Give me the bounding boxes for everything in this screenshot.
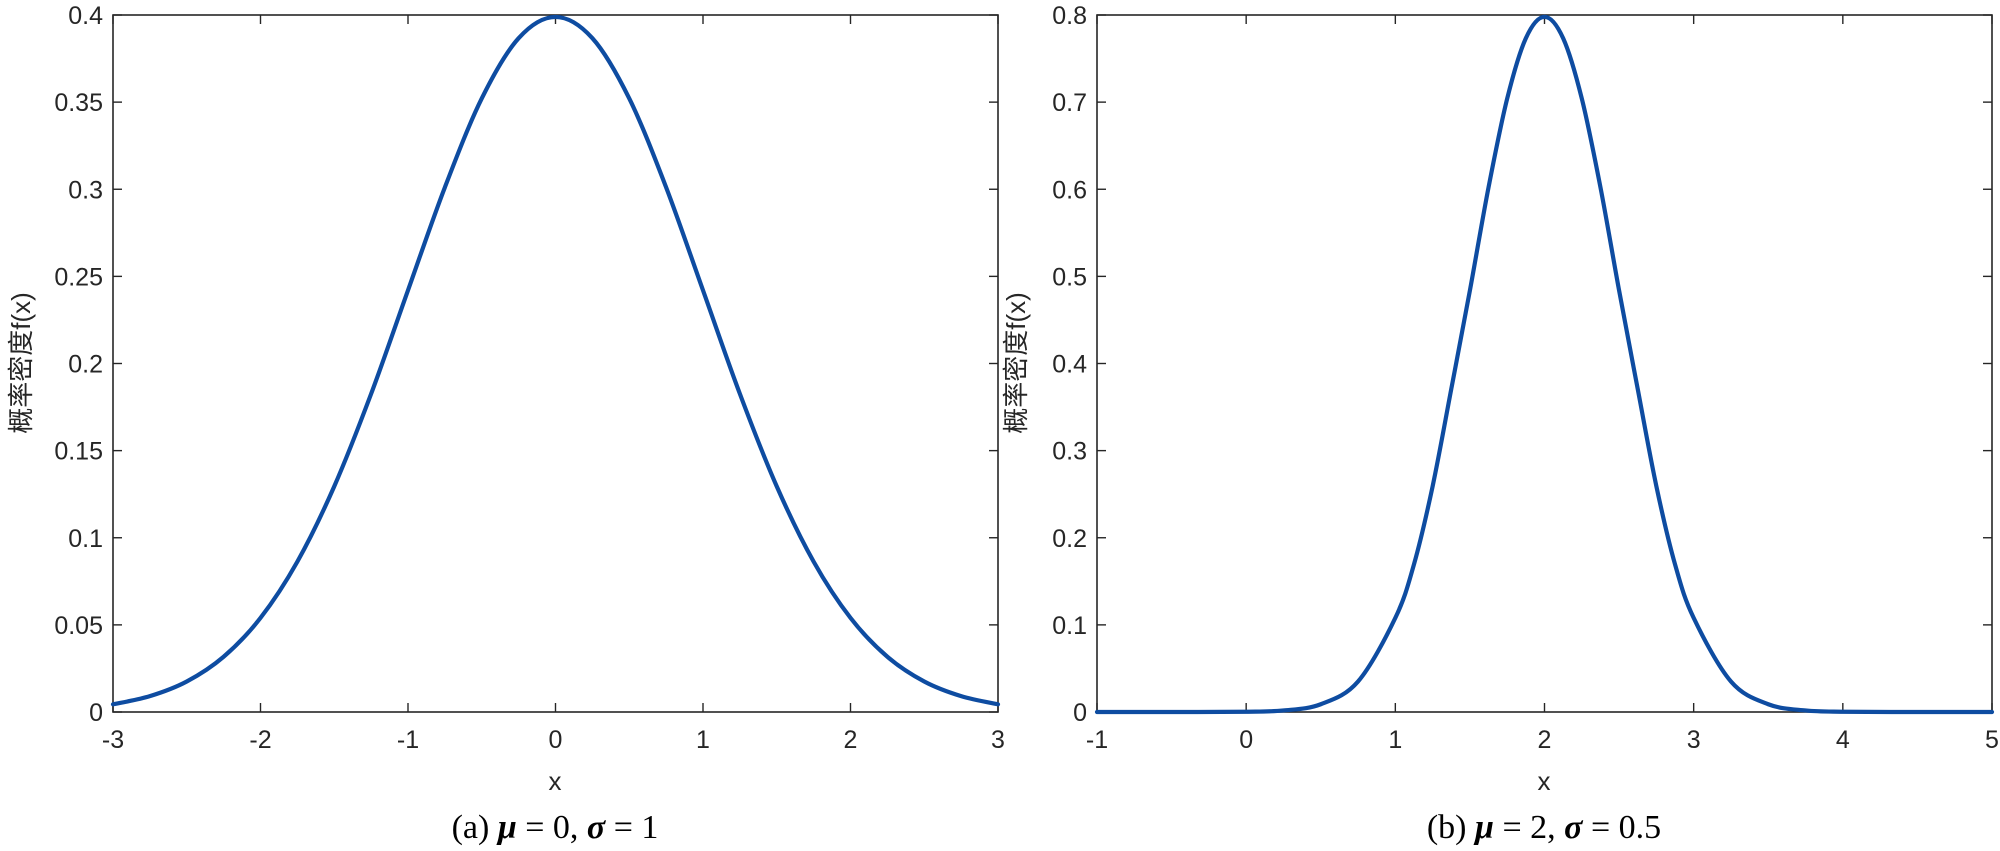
x-axis-label-a: x bbox=[549, 766, 562, 796]
x-tick-label: 3 bbox=[1687, 726, 1701, 754]
y-tick-label: 0.7 bbox=[1052, 89, 1087, 117]
caption-a-prefix: (a) bbox=[452, 809, 498, 846]
x-tick-label: 5 bbox=[1985, 726, 1999, 754]
x-tick-label: 1 bbox=[696, 726, 710, 754]
x-tick-label: 0 bbox=[1239, 726, 1253, 754]
y-tick-label: 0.2 bbox=[1052, 525, 1087, 553]
y-axis-label-a: 概率密度f(x) bbox=[6, 292, 36, 434]
y-tick-label: 0 bbox=[89, 699, 103, 727]
x-tick-label: 4 bbox=[1836, 726, 1850, 754]
x-tick-label: -2 bbox=[249, 726, 271, 754]
caption-b-sigma-value: = 0.5 bbox=[1582, 809, 1661, 846]
y-tick-label: 0.1 bbox=[68, 525, 103, 553]
y-tick-label: 0.15 bbox=[54, 438, 103, 466]
y-tick-label: 0.6 bbox=[1052, 176, 1087, 204]
x-tick-label: -3 bbox=[102, 726, 124, 754]
y-tick-label: 0.25 bbox=[54, 263, 103, 291]
x-tick-label: 0 bbox=[549, 726, 563, 754]
x-tick-label: 2 bbox=[1538, 726, 1552, 754]
ticks-a: -3 -2 -1 0 1 2 3 0 0.05 0.1 0.15 0.2 0.25 0.3 0.35 0.4 bbox=[54, 2, 1005, 754]
caption-a-sigma-value: = 1 bbox=[605, 809, 658, 846]
series-line-a bbox=[110, 14, 1001, 707]
y-tick-label: 0.3 bbox=[1052, 438, 1087, 466]
y-axis-label-b: 概率密度f(x) bbox=[1001, 292, 1031, 434]
series-line-b bbox=[1094, 14, 1995, 715]
y-tick-label: 0.1 bbox=[1052, 612, 1087, 640]
y-tick-label: 0.3 bbox=[68, 176, 103, 204]
x-tick-label: 1 bbox=[1388, 726, 1402, 754]
plot-area-a bbox=[112, 14, 999, 713]
y-tick-label: 0 bbox=[1073, 699, 1087, 727]
y-tick-label: 0.5 bbox=[1052, 263, 1087, 291]
panel-b: -1 0 1 2 3 4 500.10.20.30.40.50.60.70.8 x 概率密度… bbox=[1001, 2, 1999, 846]
x-tick-label: 3 bbox=[991, 726, 1005, 754]
caption-a-mu-value: = 0, bbox=[517, 809, 587, 846]
caption-a: (a) μ = 0, σ = 1 bbox=[452, 809, 659, 846]
caption-b-prefix: (b) bbox=[1427, 809, 1475, 846]
x-tick-label: 2 bbox=[844, 726, 858, 754]
x-axis-label-b: x bbox=[1538, 766, 1551, 796]
panel-a: -3 -2 -1 0 1 2 300.050.10.150.20.250.30.350.4 … bbox=[6, 2, 1005, 846]
plot-area-b bbox=[1096, 14, 1993, 713]
ticks-b: -1 0 1 2 3 4 500.10.20.30.40.50.60.70.8 bbox=[1052, 2, 1999, 754]
y-tick-label: 0.05 bbox=[54, 612, 103, 640]
y-tick-label: 0.8 bbox=[1052, 2, 1087, 30]
caption-b: (b) μ = 2, σ = 0.5 bbox=[1427, 809, 1661, 846]
caption-a-mu: μ bbox=[496, 809, 517, 846]
x-tick-label: -1 bbox=[397, 726, 419, 754]
caption-a-sigma: σ bbox=[587, 809, 607, 846]
caption-b-sigma: σ bbox=[1564, 809, 1584, 846]
caption-b-mu: μ bbox=[1473, 809, 1494, 846]
y-tick-label: 0.4 bbox=[1052, 351, 1087, 379]
caption-b-mu-value: = 2, bbox=[1494, 809, 1564, 846]
y-tick-label: 0.4 bbox=[68, 2, 103, 30]
y-tick-label: 0.2 bbox=[68, 351, 103, 379]
y-tick-label: 0.35 bbox=[54, 89, 103, 117]
x-tick-label: -1 bbox=[1086, 726, 1108, 754]
